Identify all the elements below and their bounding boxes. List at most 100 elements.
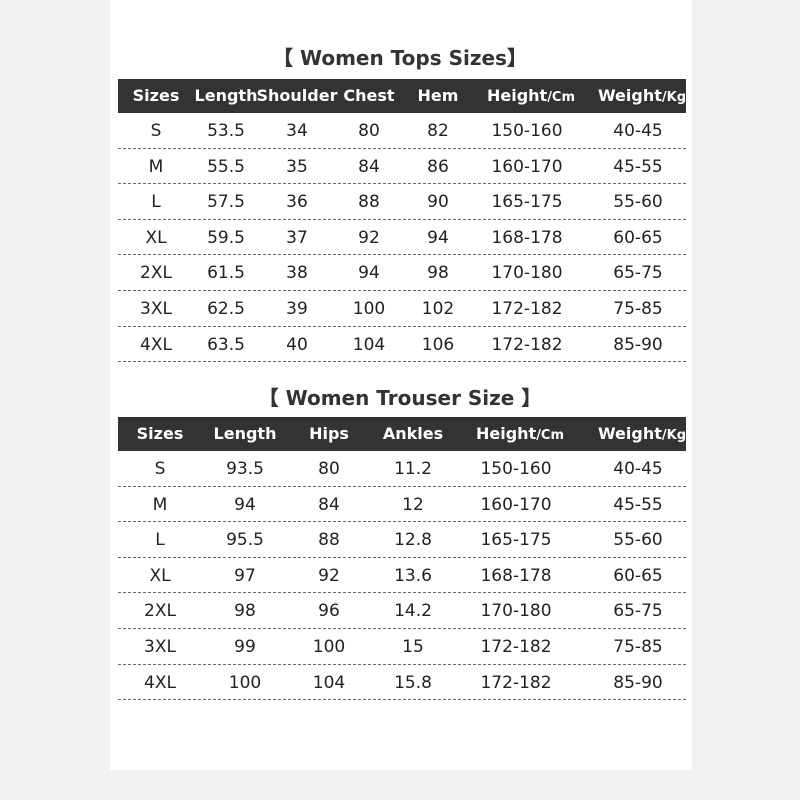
table-cell: 36: [286, 192, 308, 213]
row-separator: [118, 663, 686, 665]
table-cell: 98: [234, 601, 256, 622]
row-separator: [118, 628, 686, 629]
table-cell: 65-75: [613, 263, 663, 284]
table-cell: 172-182: [491, 299, 563, 319]
table-cell: 94: [358, 263, 380, 284]
table-cell: 170-180: [480, 601, 552, 622]
table-cell: 4XL: [144, 672, 176, 693]
table-cell: 170-180: [491, 263, 563, 284]
table-cell: 85-90: [613, 334, 663, 355]
table-cell: 165-175: [480, 530, 552, 551]
table-cell: 34: [286, 121, 308, 141]
table-title: 【 Women Tops Sizes】: [273, 46, 527, 70]
table-cell: 60-65: [613, 227, 663, 248]
table-cell: 53.5: [207, 121, 245, 141]
table-cell: 90: [427, 192, 449, 213]
table-cell: 102: [421, 299, 455, 319]
header-cell: Length: [194, 86, 258, 105]
table-cell: 62.5: [207, 299, 245, 319]
table-cell: 93.5: [226, 459, 264, 479]
table-cell: 94: [427, 227, 449, 248]
row-separator: [118, 485, 686, 487]
table-cell: 95.5: [226, 530, 264, 551]
table-cell: 92: [358, 227, 380, 248]
table-cell: 45-55: [613, 494, 663, 515]
table-cell: 12: [402, 494, 424, 515]
table-cell: 160-170: [480, 494, 552, 515]
table-cell: 150-160: [491, 121, 563, 141]
table-cell: 168-178: [491, 227, 563, 248]
table-cell: 37: [286, 227, 308, 248]
table-cell: 84: [318, 494, 340, 515]
table-cell: 61.5: [207, 263, 245, 284]
table-cell: 35: [286, 156, 308, 177]
table-cell: 172-182: [480, 637, 552, 657]
header-bar: [118, 417, 686, 451]
table-cell: 13.6: [394, 565, 432, 586]
table-cell: 40-45: [613, 459, 663, 479]
table-cell: 150-160: [480, 459, 552, 479]
row-separator: [118, 290, 686, 291]
table-cell: 106: [421, 334, 455, 355]
table-cell: 172-182: [491, 334, 563, 355]
table-cell: 104: [352, 334, 386, 355]
row-separator: [118, 521, 686, 523]
table-cell: L: [155, 530, 165, 551]
table-cell: 40-45: [613, 121, 663, 141]
header-cell: Shoulder: [256, 86, 338, 105]
table-cell: 88: [318, 530, 340, 551]
table-cell: 100: [352, 299, 386, 319]
table-cell: L: [151, 192, 161, 213]
table-cell: 60-65: [613, 565, 663, 586]
table-cell: 85-90: [613, 672, 663, 693]
header-label: Weight: [597, 424, 662, 443]
header-cell: Sizes: [136, 424, 184, 443]
table-cell: 98: [427, 263, 449, 284]
header-cell: Sizes: [132, 86, 180, 105]
table-cell: 96: [318, 601, 340, 622]
table-cell: 92: [318, 565, 340, 586]
table-cell: 84: [358, 156, 380, 177]
table-cell: 57.5: [207, 192, 245, 213]
table-cell: 88: [358, 192, 380, 213]
table-cell: 11.2: [394, 459, 432, 479]
header-cell: Ankles: [382, 424, 444, 443]
header-unit: /Kg: [661, 428, 687, 443]
card: [110, 0, 692, 770]
header-label: Weight: [597, 86, 662, 105]
table-cell: 40: [286, 334, 308, 355]
table-cell: 100: [312, 637, 346, 657]
table-cell: 63.5: [207, 334, 245, 355]
table-cell: 55-60: [613, 192, 663, 213]
table-cell: 86: [427, 156, 449, 177]
table-cell: 100: [228, 672, 262, 693]
table-cell: 45-55: [613, 156, 663, 177]
table-cell: 14.2: [394, 601, 432, 622]
header-cell: Hips: [309, 424, 349, 443]
row-separator: [118, 592, 686, 594]
table-cell: 172-182: [480, 672, 552, 693]
header-cell: Weight/Kg: [598, 424, 686, 443]
table-cell: 59.5: [207, 227, 245, 248]
header-cell: Weight/Kg: [598, 86, 686, 105]
table-cell: 2XL: [144, 601, 176, 622]
table-cell: 97: [234, 565, 256, 586]
header-unit: /Cm: [547, 90, 576, 105]
header-label: Height: [486, 86, 548, 105]
row-separator: [118, 361, 686, 363]
table-cell: 65-75: [613, 601, 663, 622]
row-separator: [118, 218, 686, 220]
row-separator: [118, 147, 686, 149]
table-title: 【 Women Trouser Size 】: [258, 386, 542, 410]
table-cell: 55.5: [207, 156, 245, 177]
header-unit: /Cm: [536, 428, 565, 443]
table-cell: 75-85: [613, 299, 663, 319]
header-cell: Height/Cm: [476, 424, 564, 443]
table-cell: 80: [318, 459, 340, 479]
table-cell: 4XL: [140, 334, 172, 355]
table-cell: 168-178: [480, 565, 552, 586]
header-cell: Height/Cm: [487, 86, 575, 105]
table-cell: S: [154, 459, 166, 479]
table-cell: XL: [145, 227, 167, 248]
